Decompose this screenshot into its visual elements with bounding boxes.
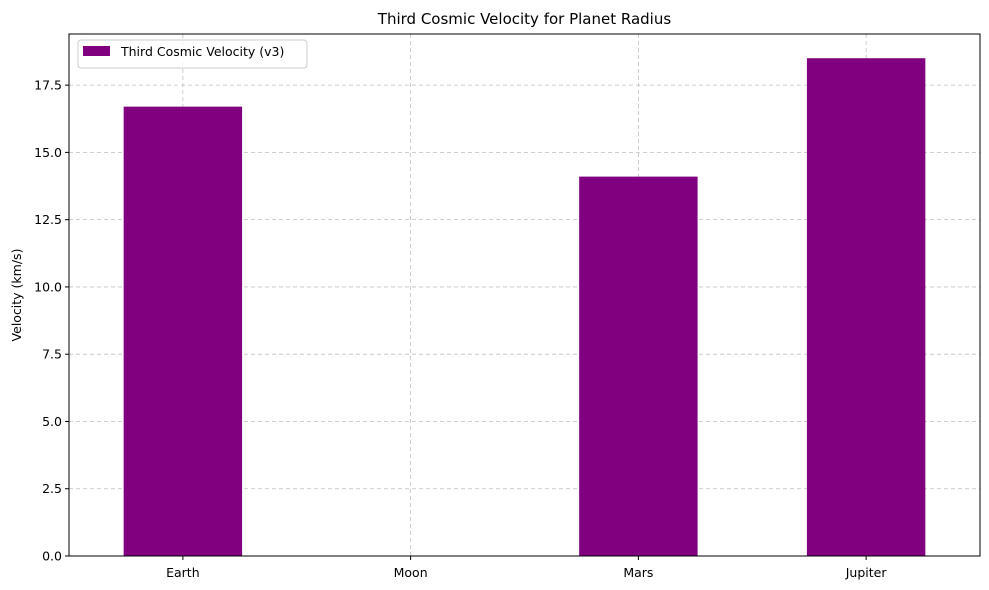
bar [806, 58, 926, 557]
y-tick-label: 0.0 [42, 549, 62, 564]
x-tick-label: Moon [394, 565, 428, 580]
y-tick-label: 2.5 [42, 481, 62, 496]
plot-frame [68, 33, 981, 557]
x-tick-label: Earth [166, 565, 200, 580]
legend-swatch [83, 46, 110, 56]
chart-title: Third Cosmic Velocity for Planet Radius [377, 10, 672, 28]
y-axis-ticks: 0.0 2.5 5.0 7.5 10.0 12.5 15.0 17.5 [34, 78, 69, 564]
bar [123, 106, 243, 557]
x-tick-label: Jupiter [845, 565, 888, 580]
x-tick-label: Mars [623, 565, 653, 580]
y-tick-label: 7.5 [42, 347, 62, 362]
legend: Third Cosmic Velocity (v3) [77, 39, 308, 69]
y-tick-label: 15.0 [34, 145, 62, 160]
legend-box [77, 39, 308, 69]
y-tick-label: 10.0 [34, 279, 62, 294]
y-tick-label: 12.5 [34, 212, 62, 227]
bars [123, 58, 926, 557]
legend-label: Third Cosmic Velocity (v3) [120, 44, 284, 59]
y-tick-label: 5.0 [42, 414, 62, 429]
x-axis-ticks: Earth Moon Mars Jupiter [166, 556, 887, 580]
y-tick-label: 17.5 [34, 78, 62, 93]
y-axis-label: Velocity (km/s) [9, 249, 24, 342]
bar [579, 176, 698, 556]
